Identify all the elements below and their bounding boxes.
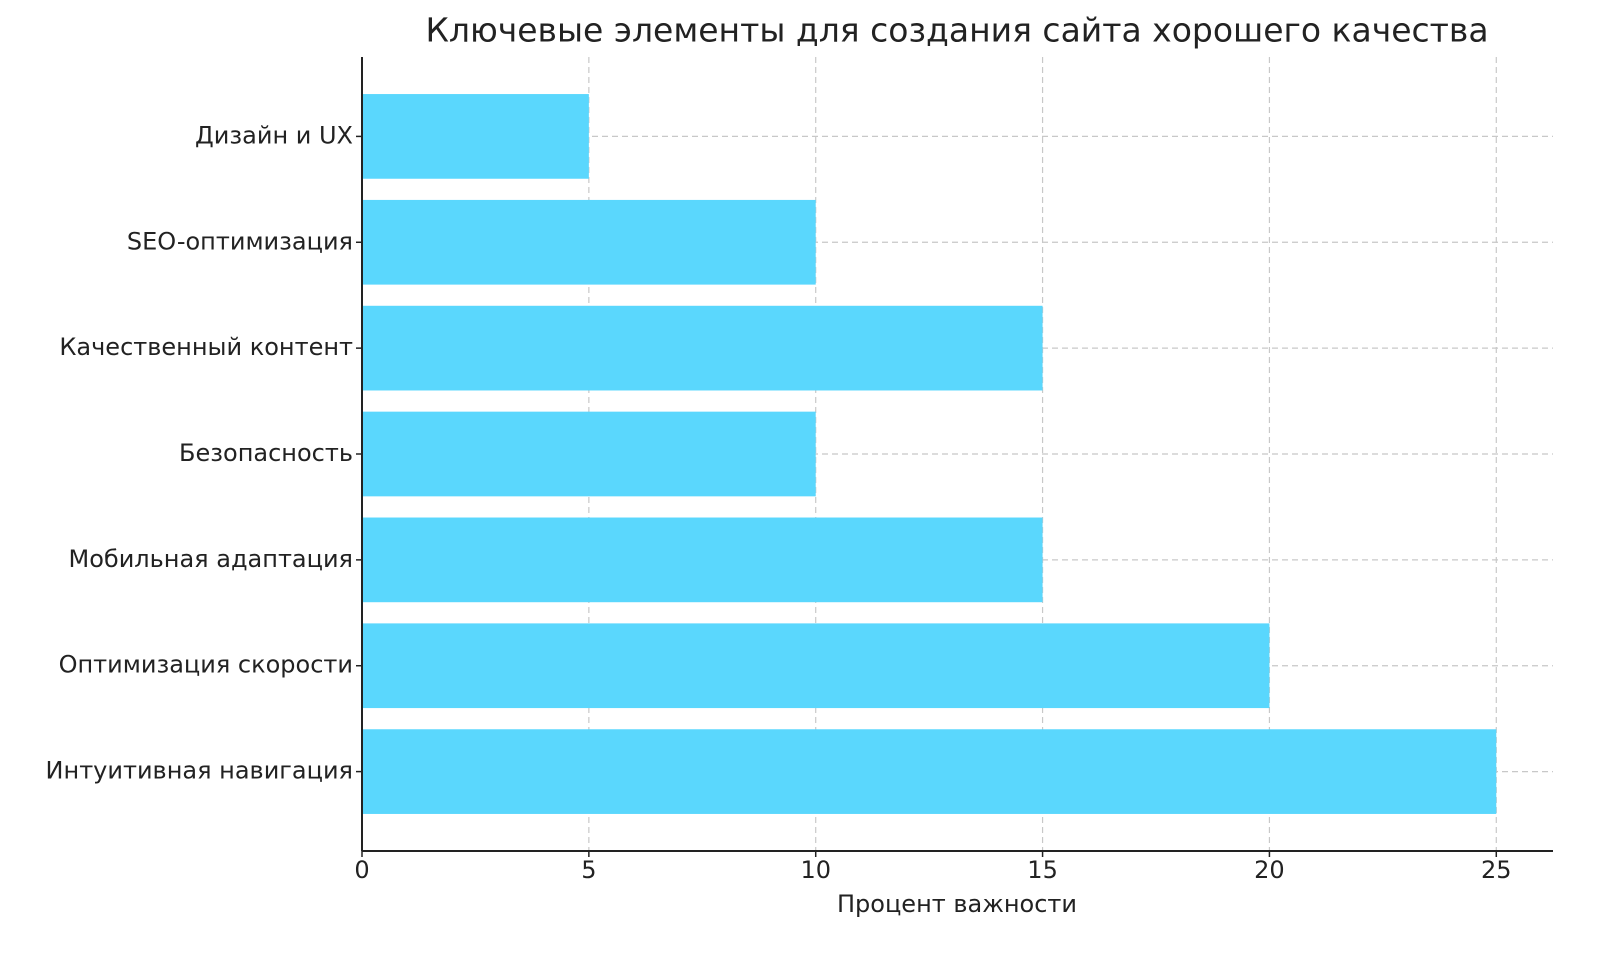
y-tick-label: Мобильная адаптация — [69, 545, 354, 573]
y-tick-label: Качественный контент — [59, 333, 353, 361]
bar — [362, 517, 1043, 603]
x-tick-label: 20 — [1254, 856, 1285, 884]
bar — [362, 199, 816, 285]
x-tick-label: 0 — [354, 856, 369, 884]
chart-title: Ключевые элементы для создания сайта хор… — [425, 11, 1488, 50]
bar — [362, 729, 1497, 814]
x-axis-label: Процент важности — [837, 890, 1077, 918]
bar — [362, 305, 1043, 391]
y-tick-label: Оптимизация скорости — [59, 651, 353, 679]
y-tick-label: SEO-оптимизация — [127, 227, 353, 255]
y-tick-label: Интуитивная навигация — [46, 757, 353, 785]
bar — [362, 94, 589, 179]
x-tick-label: 25 — [1481, 856, 1512, 884]
y-tick-label: Безопасность — [179, 439, 353, 467]
x-tick-label: 10 — [800, 856, 831, 884]
bar — [362, 411, 816, 497]
x-tick-label: 15 — [1027, 856, 1058, 884]
bar — [362, 623, 1270, 709]
y-tick-label: Дизайн и UX — [195, 121, 353, 149]
x-tick-label: 5 — [581, 856, 596, 884]
